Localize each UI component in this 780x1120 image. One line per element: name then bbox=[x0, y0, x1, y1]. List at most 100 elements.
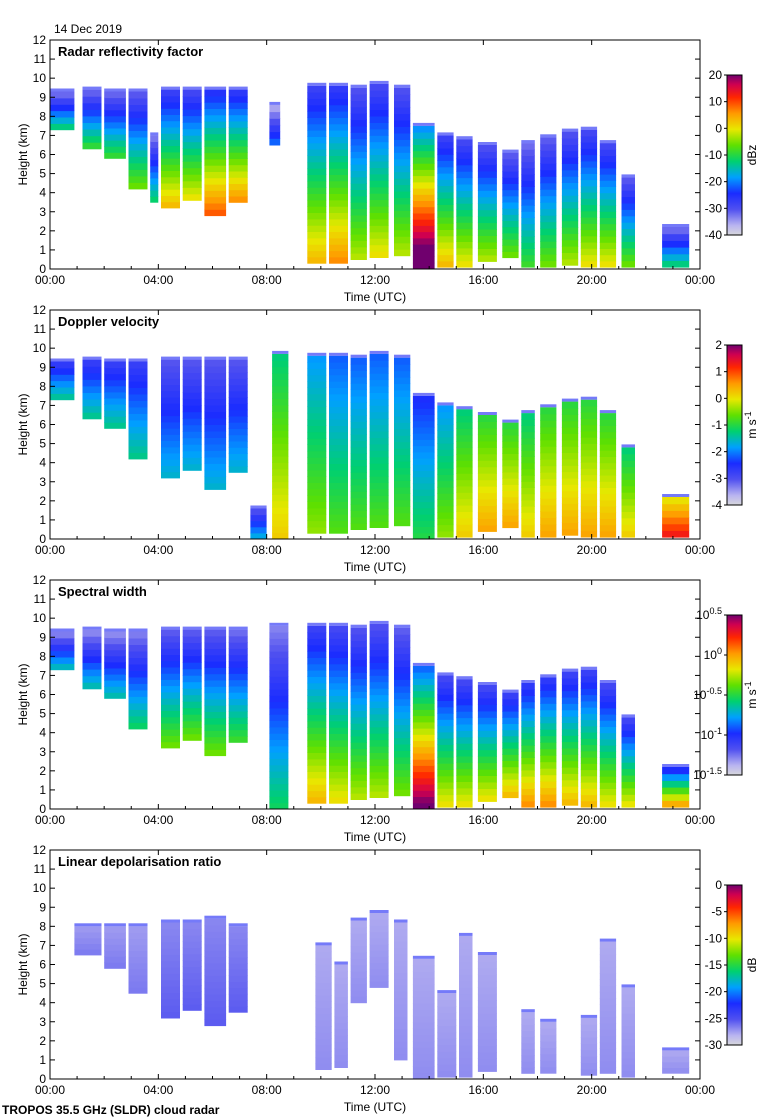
data-column bbox=[50, 88, 75, 131]
colorbar-tick-label: -20 bbox=[705, 175, 723, 189]
y-tick-label: 6 bbox=[39, 688, 46, 702]
colorbar-gradient bbox=[726, 614, 743, 776]
y-tick-label: 9 bbox=[39, 360, 46, 374]
x-tick-label: 12:00 bbox=[360, 273, 390, 287]
x-axis-label: Time (UTC) bbox=[344, 560, 406, 574]
y-tick-label: 12 bbox=[33, 843, 47, 857]
x-tick-label: 00:00 bbox=[35, 273, 65, 287]
data-column bbox=[662, 494, 690, 538]
y-tick-label: 5 bbox=[39, 167, 46, 181]
x-tick-label: 20:00 bbox=[577, 813, 607, 827]
data-column bbox=[329, 352, 348, 534]
colorbar-label: m s-1 bbox=[743, 681, 759, 708]
y-axis-label: Height (km) bbox=[16, 123, 30, 185]
data-column bbox=[329, 622, 348, 804]
data-column bbox=[269, 101, 281, 146]
y-tick-label: 2 bbox=[39, 1034, 46, 1048]
y-tick-label: 9 bbox=[39, 900, 46, 914]
data-column bbox=[369, 620, 389, 798]
y-tick-label: 3 bbox=[39, 745, 46, 759]
data-column bbox=[477, 952, 497, 1072]
x-tick-label: 20:00 bbox=[577, 273, 607, 287]
colorbar-tick-label: 10 bbox=[709, 95, 723, 109]
colorbar-tick-label: -30 bbox=[705, 201, 723, 215]
y-tick-label: 0 bbox=[39, 1072, 46, 1086]
colorbar-tick-label: 20 bbox=[709, 68, 723, 82]
data-column bbox=[621, 444, 635, 538]
data-column bbox=[307, 352, 327, 534]
data-column bbox=[104, 88, 126, 159]
y-tick-label: 6 bbox=[39, 148, 46, 162]
y-tick-label: 5 bbox=[39, 977, 46, 991]
panel-1: Radar reflectivity factor012345678910111… bbox=[16, 33, 759, 304]
y-tick-label: 1 bbox=[39, 243, 46, 257]
y-tick-label: 2 bbox=[39, 764, 46, 778]
panel-title: Linear depolarisation ratio bbox=[58, 854, 221, 869]
x-tick-label: 20:00 bbox=[577, 1083, 607, 1097]
data-column bbox=[50, 358, 75, 401]
data-column bbox=[334, 961, 348, 1068]
y-tick-label: 11 bbox=[34, 862, 47, 876]
data-column bbox=[82, 86, 102, 150]
colorbar-tick-label: -10 bbox=[705, 931, 723, 945]
colorbar-tick-label: -15 bbox=[705, 958, 723, 972]
data-column bbox=[161, 356, 180, 479]
data-column bbox=[204, 86, 227, 217]
footer-label: TROPOS 35.5 GHz (SLDR) cloud radar bbox=[2, 1103, 220, 1117]
y-tick-label: 7 bbox=[39, 668, 46, 682]
data-field bbox=[50, 620, 690, 809]
y-tick-label: 10 bbox=[33, 341, 47, 355]
data-column bbox=[459, 932, 473, 1078]
data-column bbox=[437, 990, 457, 1078]
x-tick-label: 00:00 bbox=[685, 813, 715, 827]
data-column bbox=[272, 350, 289, 539]
data-column bbox=[182, 626, 202, 741]
y-tick-label: 5 bbox=[39, 437, 46, 451]
data-column bbox=[161, 86, 180, 209]
data-column bbox=[104, 628, 126, 699]
x-tick-label: 08:00 bbox=[252, 543, 282, 557]
x-tick-label: 12:00 bbox=[360, 543, 390, 557]
data-column bbox=[456, 136, 473, 268]
y-tick-label: 8 bbox=[39, 109, 46, 123]
colorbar: 100.5 100 10-0.5 10-1 10-1.5 m s-1 bbox=[693, 606, 759, 782]
colorbar-tick-label: -3 bbox=[711, 471, 722, 485]
data-column bbox=[580, 396, 598, 538]
x-tick-label: 00:00 bbox=[685, 1083, 715, 1097]
y-tick-label: 12 bbox=[33, 303, 47, 317]
x-tick-label: 04:00 bbox=[143, 813, 173, 827]
y-tick-label: 11 bbox=[34, 52, 47, 66]
panel-title: Doppler velocity bbox=[58, 314, 160, 329]
data-column bbox=[350, 917, 367, 1004]
data-column bbox=[128, 88, 148, 190]
x-tick-label: 16:00 bbox=[468, 273, 498, 287]
y-tick-label: 7 bbox=[39, 128, 46, 142]
x-tick-label: 00:00 bbox=[685, 543, 715, 557]
y-tick-label: 9 bbox=[39, 630, 46, 644]
y-tick-label: 12 bbox=[33, 573, 47, 587]
data-column bbox=[394, 84, 411, 257]
y-tick-label: 9 bbox=[39, 90, 46, 104]
data-column bbox=[561, 128, 579, 266]
data-column bbox=[521, 1009, 535, 1074]
colorbar-tick-label: 100 bbox=[704, 646, 722, 662]
data-column bbox=[540, 134, 557, 268]
data-column bbox=[128, 628, 148, 730]
colorbar-tick-label: -5 bbox=[711, 905, 722, 919]
y-tick-label: 6 bbox=[39, 418, 46, 432]
panel-4: Linear depolarisation ratio0123456789101… bbox=[16, 843, 759, 1114]
data-column bbox=[204, 915, 227, 1027]
data-column bbox=[394, 354, 411, 527]
colorbar-tick-label: 10-1 bbox=[701, 726, 722, 742]
data-column bbox=[437, 402, 454, 538]
data-column bbox=[561, 398, 579, 536]
data-column bbox=[540, 674, 557, 808]
data-column bbox=[350, 354, 367, 530]
data-column bbox=[662, 1047, 690, 1074]
data-column bbox=[502, 419, 519, 529]
data-column bbox=[502, 689, 519, 799]
data-column bbox=[74, 923, 102, 956]
x-tick-label: 04:00 bbox=[143, 543, 173, 557]
